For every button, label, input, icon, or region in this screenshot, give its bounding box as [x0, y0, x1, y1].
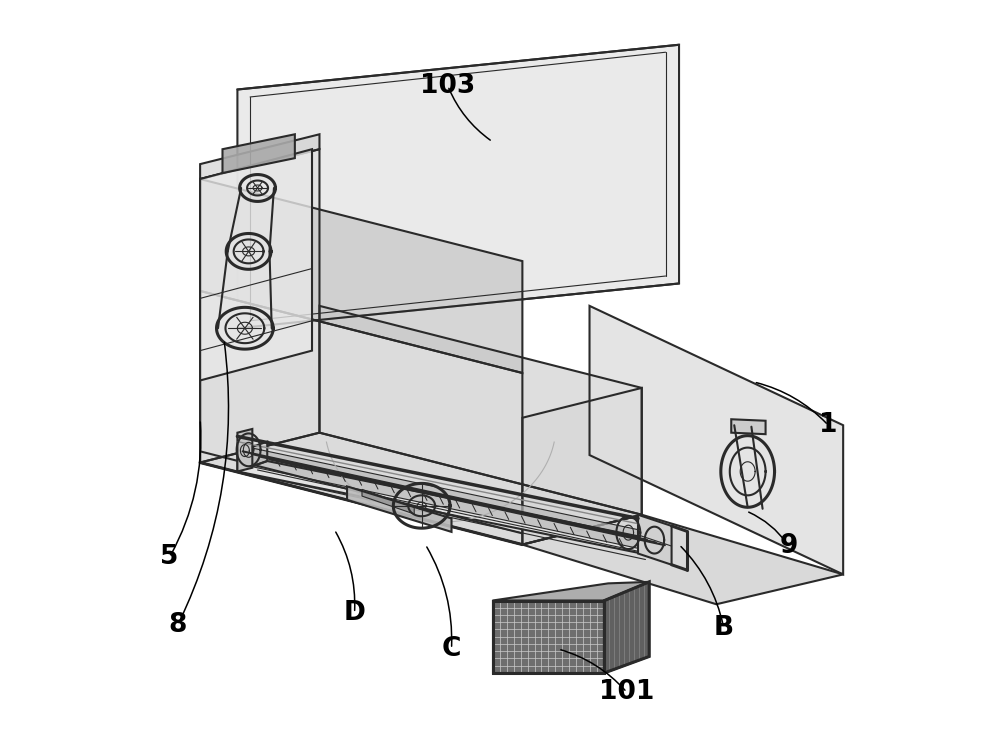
Polygon shape — [731, 419, 766, 434]
Polygon shape — [250, 448, 638, 548]
Polygon shape — [200, 149, 319, 463]
Polygon shape — [493, 582, 649, 601]
Text: 5: 5 — [160, 545, 179, 570]
Polygon shape — [237, 45, 679, 328]
Text: 103: 103 — [420, 73, 475, 98]
Text: C: C — [442, 636, 461, 662]
Polygon shape — [237, 461, 672, 554]
Text: 1: 1 — [819, 413, 837, 438]
Polygon shape — [319, 306, 642, 515]
Polygon shape — [222, 134, 295, 173]
Polygon shape — [638, 515, 672, 565]
Text: D: D — [344, 601, 365, 626]
Polygon shape — [237, 442, 267, 471]
Text: 9: 9 — [780, 533, 798, 559]
Polygon shape — [347, 486, 452, 532]
Polygon shape — [493, 601, 604, 673]
Text: B: B — [714, 615, 734, 641]
Polygon shape — [522, 515, 843, 604]
Text: 101: 101 — [599, 680, 655, 705]
Polygon shape — [362, 489, 414, 514]
Polygon shape — [200, 291, 522, 545]
Polygon shape — [522, 388, 642, 545]
Polygon shape — [604, 582, 649, 673]
Text: 8: 8 — [169, 612, 187, 638]
Polygon shape — [200, 149, 312, 380]
Polygon shape — [200, 179, 522, 373]
Polygon shape — [200, 433, 642, 545]
Polygon shape — [200, 134, 319, 179]
Polygon shape — [237, 429, 252, 471]
Polygon shape — [590, 306, 843, 574]
